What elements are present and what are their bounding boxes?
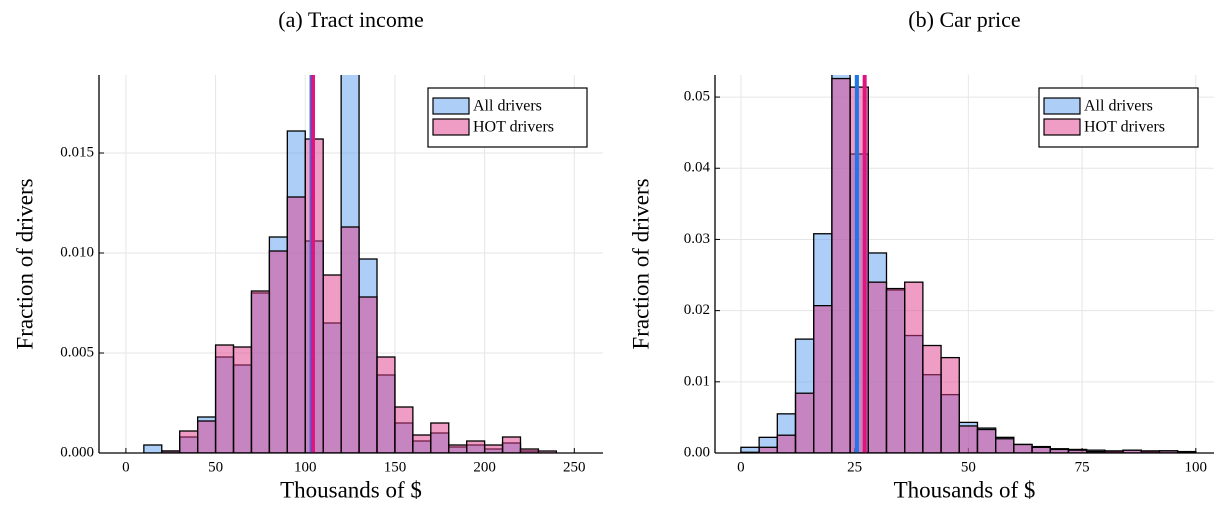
x-tick-label: 150 [384, 459, 407, 475]
histogram-bar [922, 344, 942, 453]
histogram-bar [394, 406, 414, 453]
x-tick-label: 100 [294, 459, 317, 475]
histogram-bar [537, 450, 558, 453]
legend-label: HOT drivers [473, 119, 554, 136]
histogram-bar [430, 422, 450, 453]
histogram-bar [483, 444, 504, 453]
legend-swatch [432, 97, 470, 115]
x-tick-label: 200 [473, 459, 496, 475]
histogram-bar [322, 274, 342, 453]
x-tick-label: 75 [1075, 459, 1090, 475]
y-tick-label: 0.015 [60, 144, 94, 160]
x-axis-label: Thousands of $ [894, 477, 1036, 502]
histogram-bar [958, 425, 979, 453]
y-tick-label: 0.005 [60, 344, 94, 360]
histogram-bar [232, 346, 253, 453]
y-tick-label: 0.02 [684, 302, 710, 318]
x-tick-label: 25 [847, 459, 862, 475]
histogram-bar [976, 428, 997, 453]
x-tick-label: 50 [208, 459, 223, 475]
y-tick-label: 0.000 [60, 444, 94, 460]
histogram-bar [501, 436, 522, 453]
y-tick-label: 0.04 [684, 160, 711, 176]
histogram-bar [813, 304, 833, 453]
histogram-bar [412, 434, 432, 453]
histogram-bar [179, 430, 199, 453]
legend-label: HOT drivers [1084, 119, 1165, 136]
histogram-bar [831, 77, 851, 453]
x-tick-label: 0 [737, 459, 745, 475]
histogram-bar [466, 440, 486, 453]
plot-area [740, 75, 1197, 453]
histogram-bar [358, 296, 378, 453]
x-tick-label: 0 [122, 459, 130, 475]
histogram-bar [794, 392, 815, 453]
histogram-bar [1031, 446, 1051, 453]
histogram-bar [214, 344, 235, 453]
histogram-bar [143, 444, 163, 453]
histogram-bar [196, 420, 217, 453]
legend-label: All drivers [473, 98, 542, 115]
histogram-bar [268, 250, 288, 453]
y-tick-label: 0.010 [60, 244, 94, 260]
legend-label: All drivers [1084, 98, 1153, 115]
y-tick-label: 0.00 [684, 444, 710, 460]
y-tick-label: 0.01 [684, 373, 710, 389]
histogram-bar [376, 356, 396, 453]
legend-swatch [1043, 118, 1081, 136]
histogram-bar [340, 226, 360, 453]
x-tick-label: 100 [1185, 459, 1208, 475]
histogram-bar [758, 446, 778, 453]
histogram-bar [995, 438, 1015, 453]
x-tick-label: 50 [961, 459, 976, 475]
y-tick-label: 0.05 [684, 89, 710, 105]
histogram-bar [867, 281, 888, 453]
plot-area [143, 75, 558, 453]
histogram-bar [448, 444, 468, 453]
histogram-bar [250, 290, 271, 453]
x-tick-label: 250 [563, 459, 586, 475]
histogram-bar [904, 281, 924, 453]
x-axis-label: Thousands of $ [280, 477, 422, 502]
legend-swatch [1043, 97, 1081, 115]
histogram-bar [940, 356, 960, 453]
histogram-bar [885, 287, 906, 453]
histogram-bar [1013, 443, 1033, 453]
panel-title: (a) Tract income [278, 7, 423, 32]
legend-swatch [432, 118, 470, 136]
y-axis-label: Fraction of drivers [628, 178, 653, 349]
histogram-bar [776, 434, 797, 453]
histogram-bar [286, 196, 306, 453]
y-tick-label: 0.03 [684, 231, 710, 247]
y-axis-label: Fraction of drivers [12, 178, 37, 349]
panel-title: (b) Car price [908, 7, 1020, 32]
